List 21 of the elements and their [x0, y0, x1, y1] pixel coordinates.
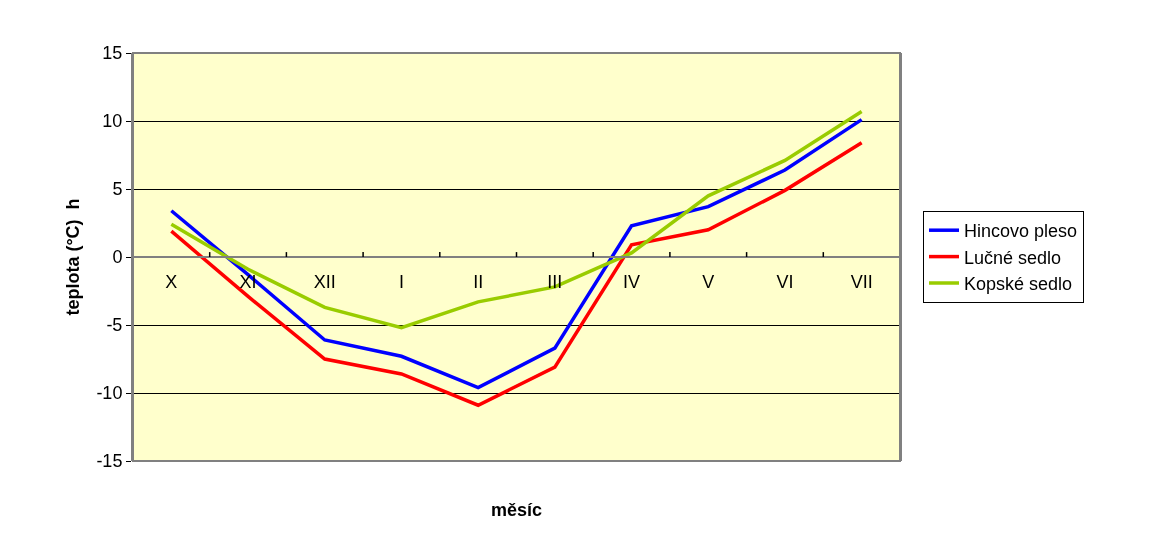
legend-label: Lučné sedlo [964, 247, 1062, 268]
y-tick-label: 0 [112, 247, 123, 268]
y-tick-label: 15 [102, 43, 123, 64]
x-tick-label: VI [776, 271, 794, 292]
legend-label: Kopské sedlo [964, 274, 1073, 295]
x-tick-label: VII [850, 271, 873, 292]
x-tick-label: XII [313, 271, 336, 292]
x-tick-label: I [398, 271, 404, 292]
x-tick-label: V [702, 271, 715, 292]
y-tick-label: 10 [102, 111, 123, 132]
x-axis-title: měsíc [491, 500, 543, 520]
x-tick-label: XI [239, 271, 257, 292]
y-tick-label: -15 [96, 451, 123, 472]
y-tick-label: 5 [112, 179, 123, 200]
y-tick-label: -10 [96, 383, 123, 404]
x-tick-label: X [165, 271, 178, 292]
x-tick-label: IV [623, 271, 641, 292]
legend-label: Hincovo pleso [964, 221, 1078, 242]
y-axis-title: teplota (°C) h [63, 198, 84, 316]
x-tick-label: II [473, 271, 484, 292]
y-tick-label: -5 [106, 315, 123, 336]
